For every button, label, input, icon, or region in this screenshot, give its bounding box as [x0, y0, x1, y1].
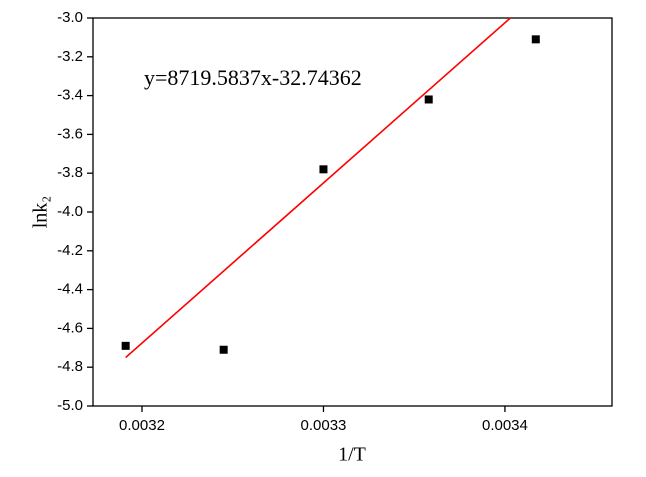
y-tick-label: -3.0: [57, 9, 83, 26]
y-tick-label: -3.6: [57, 125, 83, 142]
x-tick-label: 0.0034: [482, 417, 528, 434]
fit-equation: y=8719.5837x-32.74362: [144, 65, 362, 90]
y-tick-label: -3.2: [57, 48, 83, 65]
y-tick-label: -4.2: [57, 242, 83, 259]
y-tick-label: -5.0: [57, 397, 83, 414]
x-axis-label: 1/T: [338, 444, 366, 466]
data-point: [121, 341, 130, 350]
y-tick-label: -4.6: [57, 319, 83, 336]
x-tick-label: 0.0033: [301, 417, 347, 434]
y-tick-label: -3.8: [57, 164, 83, 181]
data-point: [219, 345, 228, 354]
data-point: [319, 165, 328, 174]
y-tick-label: -3.4: [57, 87, 83, 104]
y-tick-label: -4.0: [57, 203, 83, 220]
x-tick-label: 0.0032: [119, 417, 165, 434]
y-axis-label: lnk₂: [30, 196, 52, 229]
y-tick-label: -4.8: [57, 358, 83, 375]
data-point: [531, 35, 540, 44]
y-tick-label: -4.4: [57, 281, 83, 298]
data-point: [424, 95, 433, 104]
fit-line: [125, 17, 511, 359]
